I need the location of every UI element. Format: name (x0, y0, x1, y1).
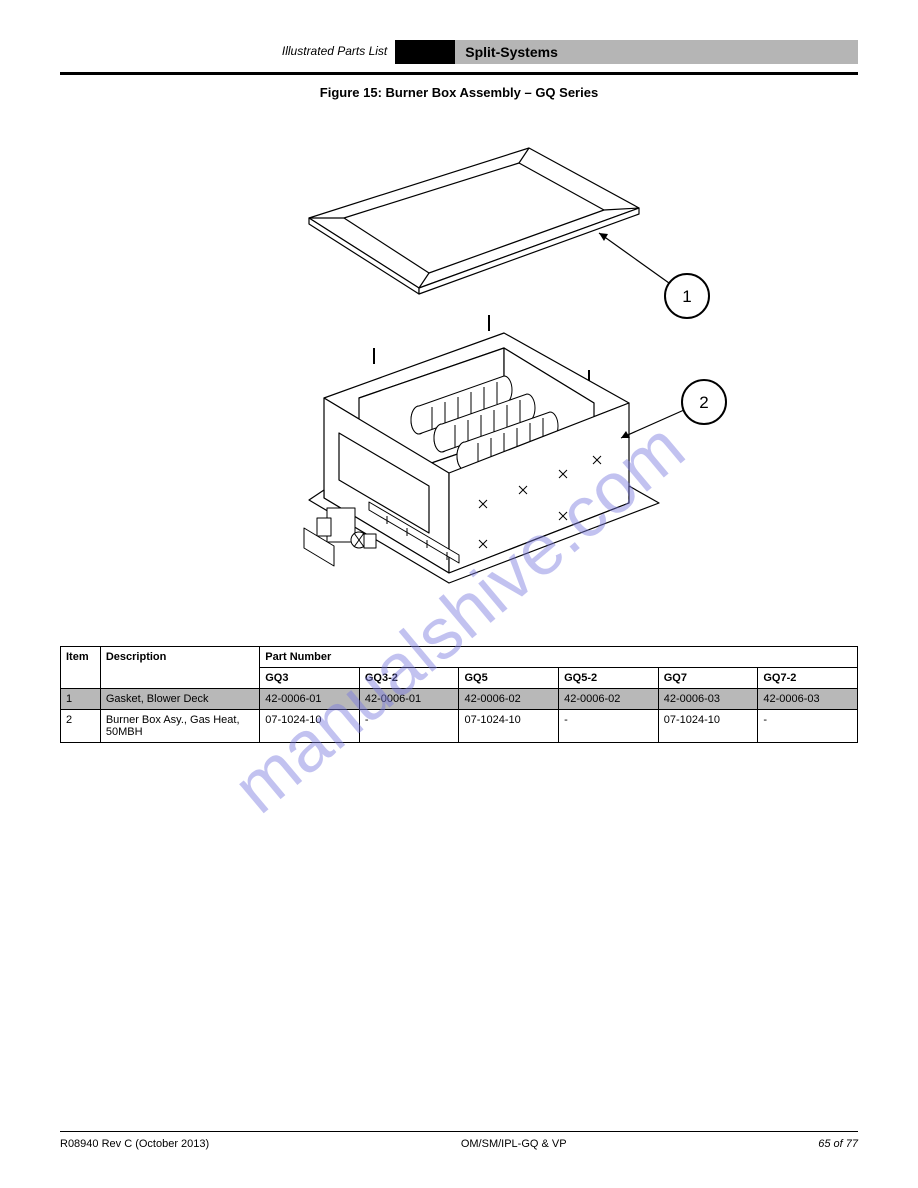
header-gray-text: Split-Systems (465, 44, 558, 60)
cell-pn: 42-0006-01 (359, 689, 459, 710)
table-header-row-1: Item Description Part Number (61, 647, 858, 668)
th-model-5: GQ7-2 (758, 668, 858, 689)
footer-page: 65 of 77 (818, 1138, 858, 1150)
cell-desc: Burner Box Asy., Gas Heat, 50MBH (100, 710, 259, 743)
diagram-container: 1 (60, 108, 858, 628)
header-gray-box: Split-Systems (455, 40, 858, 64)
th-model-0: GQ3 (260, 668, 360, 689)
burner-box-diagram: 1 (159, 108, 759, 628)
th-model-2: GQ5 (459, 668, 559, 689)
cell-item: 2 (61, 710, 101, 743)
figure-title: Figure 15: Burner Box Assembly – GQ Seri… (60, 85, 858, 100)
header-rule (60, 72, 858, 75)
header-black-box (395, 40, 455, 64)
cell-pn: - (559, 710, 659, 743)
callout-2: 2 (621, 380, 726, 438)
th-desc: Description (100, 647, 259, 689)
cell-pn: 07-1024-10 (459, 710, 559, 743)
footer-center: OM/SM/IPL-GQ & VP (461, 1138, 567, 1150)
table-row: 1 Gasket, Blower Deck 42-0006-01 42-0006… (61, 689, 858, 710)
cell-pn: 42-0006-02 (459, 689, 559, 710)
th-model-1: GQ3-2 (359, 668, 459, 689)
header-left-text: Illustrated Parts List (60, 40, 395, 64)
table-row: 2 Burner Box Asy., Gas Heat, 50MBH 07-10… (61, 710, 858, 743)
footer-left: R08940 Rev C (October 2013) (60, 1138, 209, 1150)
th-partnum-group: Part Number (260, 647, 858, 668)
callout-2-label: 2 (699, 393, 708, 412)
cell-desc: Gasket, Blower Deck (100, 689, 259, 710)
cell-pn: 07-1024-10 (260, 710, 360, 743)
th-model-3: GQ5-2 (559, 668, 659, 689)
parts-table: Item Description Part Number GQ3 GQ3-2 G… (60, 646, 858, 743)
cell-pn: - (359, 710, 459, 743)
cell-pn: 42-0006-03 (758, 689, 858, 710)
cell-pn: 42-0006-01 (260, 689, 360, 710)
th-model-4: GQ7 (658, 668, 758, 689)
callout-1: 1 (599, 233, 709, 318)
page-footer: R08940 Rev C (October 2013) OM/SM/IPL-GQ… (60, 1131, 858, 1150)
page-header: Illustrated Parts List Split-Systems (60, 40, 858, 64)
cell-pn: 42-0006-03 (658, 689, 758, 710)
cell-item: 1 (61, 689, 101, 710)
cell-pn: 07-1024-10 (658, 710, 758, 743)
cell-pn: - (758, 710, 858, 743)
th-item: Item (61, 647, 101, 689)
cell-pn: 42-0006-02 (559, 689, 659, 710)
callout-1-label: 1 (682, 287, 691, 306)
